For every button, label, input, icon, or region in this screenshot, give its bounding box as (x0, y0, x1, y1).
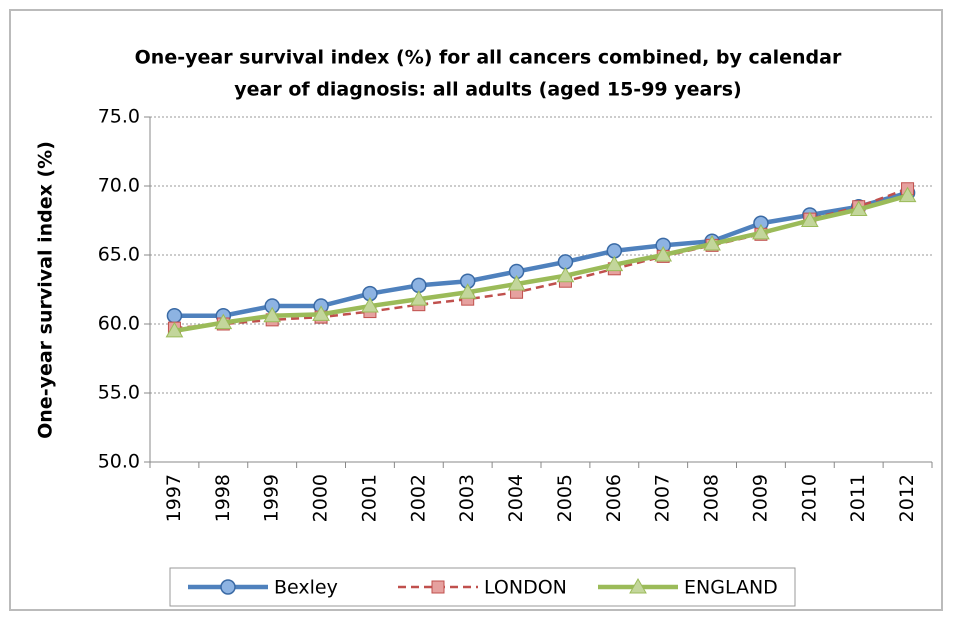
data-point (312, 305, 330, 321)
x-tick-label: 2007 (652, 474, 674, 522)
x-tick-label: 1997 (163, 474, 185, 522)
x-tick-label: 2003 (456, 474, 478, 522)
data-point (654, 245, 673, 262)
x-tick-label: 2001 (358, 474, 380, 522)
data-point (800, 211, 819, 227)
series-line (174, 193, 909, 334)
data-point (458, 283, 477, 299)
data-point (605, 255, 624, 272)
data-point (409, 290, 428, 306)
x-tick-label: 2004 (505, 474, 527, 522)
legend (169, 567, 796, 607)
y-tick-label: 70.0 (98, 175, 140, 197)
data-point (166, 307, 183, 324)
data-point (263, 306, 282, 323)
x-tick-label: 2010 (798, 474, 820, 522)
legend-marker (629, 577, 647, 594)
series-line (174, 187, 908, 330)
data-point (507, 274, 526, 291)
data-point (361, 297, 379, 313)
data-point (703, 234, 721, 251)
x-tick-label: 2002 (407, 474, 429, 522)
series-line (174, 190, 909, 318)
x-tick-label: 1998 (212, 474, 234, 522)
y-tick-label: 55.0 (98, 382, 140, 404)
chart-title: One-year survival index (%) for all canc… (135, 47, 842, 69)
y-tick-label: 75.0 (98, 106, 140, 128)
x-tick-label: 2012 (896, 474, 918, 522)
data-point (214, 313, 233, 330)
data-point (752, 223, 770, 240)
legend-marker (220, 579, 236, 595)
chart-frame (9, 9, 943, 611)
x-tick-label: 2011 (847, 474, 869, 522)
x-tick-label: 2000 (310, 474, 332, 522)
x-tick-label: 1999 (261, 474, 283, 522)
x-tick-label: 2008 (701, 474, 723, 522)
x-tick-label: 2006 (603, 474, 625, 522)
legend-marker (431, 580, 445, 594)
x-tick-label: 2009 (749, 474, 771, 522)
y-tick-label: 65.0 (98, 244, 140, 266)
legend-label: ENGLAND (684, 577, 778, 599)
legend-label: Bexley (274, 577, 338, 599)
legend-label: LONDON (484, 577, 567, 599)
data-point (898, 186, 917, 203)
y-tick-label: 50.0 (98, 451, 140, 473)
data-point (849, 200, 868, 216)
chart-title: year of diagnosis: all adults (aged 15-9… (234, 79, 741, 101)
x-tick-label: 2005 (554, 474, 576, 522)
y-tick-label: 60.0 (98, 313, 140, 335)
data-point (556, 266, 575, 283)
data-point (165, 321, 184, 338)
y-axis-label: One-year survival index (%) (35, 141, 57, 439)
